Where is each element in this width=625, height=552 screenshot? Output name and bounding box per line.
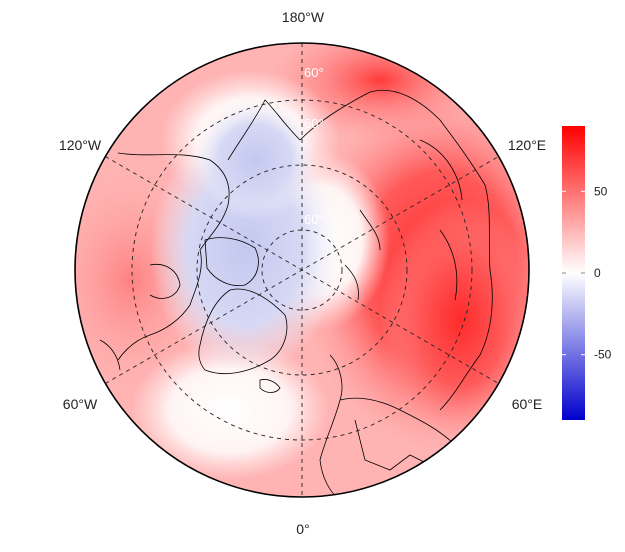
colorbar-tick-label: 0 [594, 266, 601, 280]
colorbar-tick-label: 50 [594, 184, 608, 198]
colorbar-tick-label: -50 [594, 348, 612, 362]
coastline-arctic-russia [344, 209, 381, 301]
field-cool-alaska [195, 100, 315, 220]
latitude-label: 60° [304, 212, 324, 227]
coastlines [99, 89, 493, 497]
colorbar-ticks: 50 0 -50 [562, 184, 612, 362]
coastline-north-america-west [117, 152, 230, 361]
longitude-label-60e: 60°E [512, 396, 543, 412]
latitude-circle-80 [261, 229, 343, 311]
longitude-label-120w: 120°W [59, 137, 102, 153]
coastline-scandinavia [319, 354, 343, 497]
latitude-label: 60° [304, 116, 324, 131]
longitude-label-180w: 180°W [282, 9, 325, 25]
meridian-60w-120e [105, 156, 499, 384]
map-border [74, 42, 530, 498]
colorbar-gradient [562, 126, 585, 420]
latitude-circle-70 [196, 164, 408, 376]
coastline-labrador [99, 339, 121, 371]
coastline-interior-boundaries [419, 139, 463, 301]
longitude-label-0: 0° [296, 521, 309, 537]
graticule [105, 43, 499, 497]
coastline-greenland [198, 288, 288, 375]
coastline-hudson-bay [149, 263, 181, 299]
coastline-arctic-islands [204, 237, 259, 287]
longitude-label-120e: 120°E [508, 137, 546, 153]
longitude-label-60w: 60°W [63, 396, 98, 412]
field-layer [75, 43, 529, 497]
colorbar: 50 0 -50 [562, 126, 612, 420]
coastline-siberia [299, 89, 493, 411]
coastline-iceland [259, 379, 281, 393]
coastline-alaska [227, 99, 301, 161]
latitude-label: 60° [304, 65, 324, 80]
field-neutral-atlantic [130, 340, 330, 480]
coastline-europe-north [339, 397, 456, 446]
